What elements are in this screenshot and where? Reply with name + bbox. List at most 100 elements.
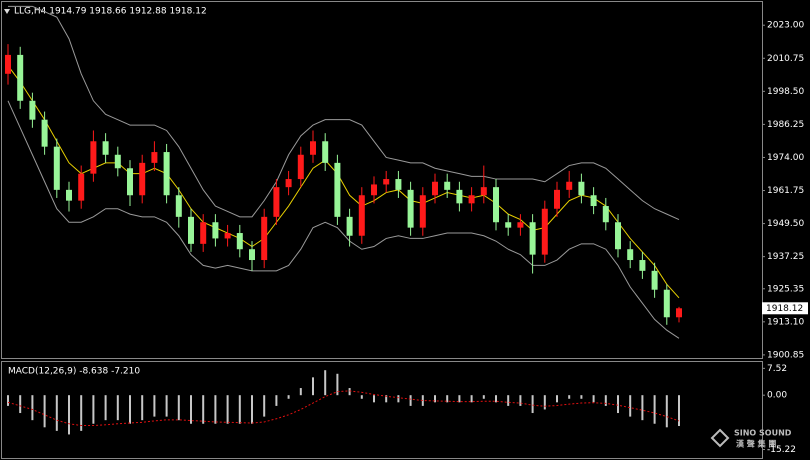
macd-bar — [678, 395, 680, 427]
candle-body — [273, 187, 280, 217]
candle-body — [407, 189, 414, 228]
candle-body — [224, 233, 231, 239]
main-title: LLG,H4 1914.79 1918.66 1912.88 1918.12 — [14, 7, 207, 17]
macd-bar — [55, 395, 58, 431]
candle-body — [505, 222, 512, 228]
macd-bar — [312, 377, 314, 396]
macd-bar — [165, 395, 168, 417]
watermark: SINO SOUND 漢 聲 集 團 — [710, 428, 792, 449]
macd-bar — [653, 395, 656, 424]
macd-bar — [519, 395, 522, 406]
macd-bar — [373, 395, 375, 403]
y-tick-label: -15.22 — [767, 445, 796, 455]
macd-bar — [470, 395, 473, 403]
candle-body — [310, 141, 316, 155]
macd-bar — [421, 395, 424, 406]
candle-body — [17, 54, 24, 101]
y-tick-label: 1986.25 — [767, 120, 804, 130]
macd-bar — [214, 395, 217, 424]
candle-body — [200, 222, 207, 244]
macd-bar — [177, 395, 180, 421]
indicator-line — [8, 5, 680, 220]
macd-bar — [360, 395, 363, 399]
candle-body — [102, 141, 109, 155]
candle-body — [590, 195, 597, 207]
main-panel-border — [1, 1, 763, 359]
y-tick-label: 0.00 — [767, 391, 787, 401]
candle-body — [444, 181, 451, 190]
price-label-box — [762, 302, 808, 315]
candle-body — [663, 289, 670, 318]
macd-bar — [531, 395, 534, 414]
candle-body — [5, 54, 11, 74]
macd-bar — [80, 395, 83, 431]
candle-body — [615, 222, 621, 250]
candle-body — [480, 187, 487, 196]
macd-bar — [287, 395, 290, 399]
candle-body — [566, 181, 573, 190]
watermark-logo — [710, 428, 730, 448]
macd-bar — [68, 395, 70, 435]
macd-bar — [580, 395, 583, 399]
candle-body — [261, 216, 268, 261]
macd-bar — [592, 395, 595, 403]
candle-body — [139, 162, 146, 196]
candle-body — [212, 222, 219, 239]
y-tick-label: 2010.75 — [767, 54, 804, 64]
macd-bar — [141, 395, 144, 421]
macd-bar — [556, 395, 558, 403]
macd-bar — [446, 395, 449, 403]
macd-bar — [629, 395, 632, 417]
candle-body — [151, 152, 158, 163]
macd-bar — [31, 395, 34, 421]
y-tick-label: 1900.85 — [767, 350, 804, 360]
candle-body — [517, 222, 524, 228]
candle-body — [529, 222, 536, 255]
macd-bar — [202, 395, 205, 424]
candle-body — [627, 249, 634, 261]
macd-bar — [251, 395, 253, 424]
candle-body — [346, 216, 353, 236]
y-tick-label: 1949.50 — [767, 219, 804, 229]
macd-bar — [397, 395, 400, 403]
macd-bar — [19, 395, 22, 414]
macd-bar — [543, 395, 546, 410]
y-tick-label: 1998.50 — [767, 87, 804, 97]
price-label: 1918.12 — [766, 304, 803, 314]
macd-bar — [385, 395, 388, 403]
watermark-tagline: 漢 聲 集 團 — [736, 439, 776, 449]
y-tick-label: 1937.25 — [767, 252, 804, 262]
candle-body — [297, 154, 304, 180]
candle-body — [175, 195, 182, 217]
candle-body — [322, 141, 329, 163]
candle-body — [383, 179, 390, 185]
candle-body — [541, 208, 548, 255]
y-tick-label: 1925.35 — [767, 284, 804, 294]
macd-bar — [434, 395, 436, 403]
watermark-brand: SINO SOUND — [734, 429, 792, 438]
macd-bar — [226, 395, 229, 424]
candle-body — [651, 270, 658, 290]
macd-bar — [482, 395, 485, 399]
y-tick-label: 1961.75 — [767, 186, 804, 196]
candle-body — [41, 119, 48, 147]
candle-body — [602, 206, 609, 223]
macd-bar — [458, 395, 461, 403]
candle-body — [371, 184, 377, 196]
candle-body — [432, 181, 438, 196]
candle-body — [53, 146, 60, 190]
candle-body — [90, 141, 97, 174]
candle-body — [114, 154, 121, 169]
candle-body — [578, 181, 585, 196]
candle-body — [419, 195, 426, 228]
candle-body — [493, 187, 499, 223]
candle-body — [285, 179, 292, 188]
candle-body — [468, 195, 475, 204]
macd-bar — [263, 395, 266, 417]
macd-bar — [324, 370, 327, 396]
macd-bar — [348, 388, 351, 396]
candle-body — [188, 216, 194, 244]
candle-body — [676, 308, 682, 318]
